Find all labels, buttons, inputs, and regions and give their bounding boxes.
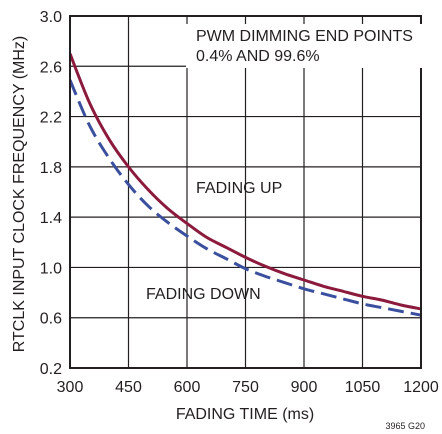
annotation-background [186, 24, 422, 68]
x-tick-label: 450 [115, 379, 142, 396]
y-tick-label: 3.0 [40, 9, 62, 26]
x-axis-label: FADING TIME (ms) [176, 406, 314, 423]
y-tick-label: 1.0 [40, 260, 62, 277]
annotation-title-line2: 0.4% AND 99.6% [196, 48, 320, 65]
y-tick-label: 0.6 [40, 311, 62, 328]
x-tick-label: 1200 [403, 379, 439, 396]
y-tick-label: 0.2 [40, 361, 62, 378]
y-tick-label: 2.6 [40, 59, 62, 76]
y-tick-label: 2.2 [40, 110, 62, 127]
x-tick-label: 900 [291, 379, 318, 396]
x-tick-label: 1050 [345, 379, 381, 396]
x-tick-label: 600 [174, 379, 201, 396]
x-tick-label: 300 [57, 379, 84, 396]
series-label-fading-up: FADING UP [196, 180, 282, 197]
x-tick-label: 750 [232, 379, 259, 396]
y-tick-labels: 0.2 0.6 1.0 1.4 1.8 2.2 2.6 3.0 [40, 9, 62, 378]
annotation-title-line1: PWM DIMMING END POINTS [196, 28, 413, 45]
x-tick-labels: 300 450 600 750 900 1050 1200 [57, 379, 439, 396]
series-layer [70, 53, 421, 317]
figure-code: 3965 G20 [385, 421, 425, 431]
series-line-fading-up [70, 53, 421, 311]
series-line-fading-down [70, 79, 421, 317]
y-tick-label: 1.8 [40, 160, 62, 177]
y-axis-label: RTCLK INPUT CLOCK FREQUENCY (MHz) [11, 36, 28, 352]
series-label-fading-down: FADING DOWN [146, 286, 261, 303]
plot-frame [69, 15, 422, 369]
y-tick-label: 1.4 [40, 210, 62, 227]
